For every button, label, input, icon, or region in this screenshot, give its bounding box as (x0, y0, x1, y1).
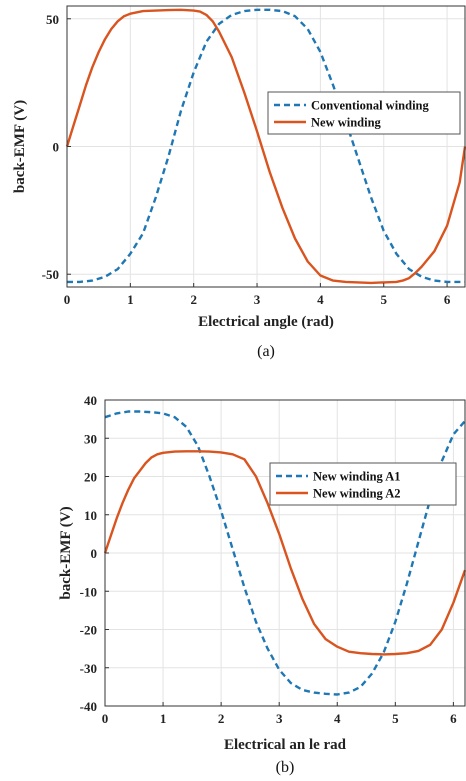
x-tick-label: 3 (254, 292, 261, 307)
legend-box-b (269, 462, 457, 506)
y-tick-label: -10 (80, 584, 97, 599)
series-line-new-winding-a2 (103, 450, 466, 656)
x-tick-label: 2 (218, 711, 225, 726)
y-tick-label: -20 (80, 623, 97, 638)
legend-entry-new-winding-a2: New winding A2 (313, 487, 401, 501)
y-tick-label: 50 (46, 12, 59, 27)
caption-b: (b) (276, 759, 295, 776)
grid-a (66, 6, 465, 287)
y-tick-label: 0 (91, 546, 98, 561)
y-tick-label: 0 (53, 140, 60, 155)
x-tick-label: 2 (190, 292, 197, 307)
chart-panel-a: 0 1 2 3 4 5 6 -50 0 50 Electrical angle (rad) bac… (12, 5, 466, 360)
tick-labels-b: 0 1 2 3 4 5 6 -40 -30 -20 -10 0 10 20 30 40 (80, 393, 457, 726)
tick-labels-a: 0 1 2 3 4 5 6 -50 0 50 (42, 12, 451, 307)
y-tick-label: -30 (80, 661, 97, 676)
x-tick-label: 6 (444, 292, 451, 307)
y-tick-label: 40 (84, 393, 97, 408)
x-tick-label: 1 (160, 711, 167, 726)
series-line-conventional-winding (67, 8, 465, 284)
x-tick-label: 0 (64, 292, 71, 307)
legend-b: New winding A1 New winding A2 (269, 462, 457, 506)
y-tick-label: 30 (84, 431, 97, 446)
series-b (103, 410, 466, 696)
legend-a: Conventional winding New winding (267, 91, 461, 135)
x-tick-label: 5 (380, 292, 387, 307)
legend-box-a (267, 91, 461, 135)
x-tick-label: 1 (127, 292, 134, 307)
chart-panel-b: 0 1 2 3 4 5 6 -40 -30 -20 -10 0 10 20 30 40 Electrical … (58, 393, 466, 776)
y-tick-label: -50 (42, 267, 59, 282)
legend-entry-conventional-winding: Conventional winding (311, 99, 429, 113)
y-tick-label: 10 (84, 508, 97, 523)
legend-entry-new-winding: New winding (311, 116, 382, 130)
series-line-new-winding (65, 8, 466, 285)
legend-entry-new-winding-a1: New winding A1 (313, 470, 401, 484)
y-tick-label: 20 (84, 470, 97, 485)
caption-a: (a) (257, 343, 275, 360)
x-axis-label-a: Electrical angle (rad) (198, 314, 334, 330)
x-axis-label-b: Electrical an le rad (224, 737, 347, 753)
series-a (65, 8, 466, 285)
x-tick-label: 3 (276, 711, 283, 726)
series-line-new-winding-a1 (104, 410, 466, 696)
y-axis-label-b: back-EMF (V) (58, 506, 74, 599)
y-axis-label-a: back-EMF (V) (12, 100, 28, 193)
y-tick-label: -40 (80, 699, 97, 714)
x-tick-label: 4 (334, 711, 341, 726)
x-tick-label: 4 (317, 292, 324, 307)
x-tick-label: 5 (392, 711, 399, 726)
x-tick-label: 6 (450, 711, 457, 726)
x-tick-label: 0 (102, 711, 109, 726)
